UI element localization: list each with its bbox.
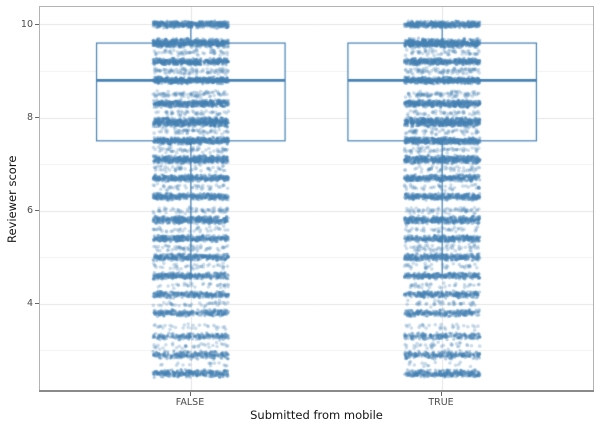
x-tick-label-true: TRUE — [428, 397, 454, 408]
y-tick-label-4: 4 — [26, 298, 33, 309]
y-tick-label-10: 10 — [20, 19, 33, 30]
y-tick-mark-6 — [35, 210, 39, 211]
x-tick-label-false: FALSE — [175, 397, 205, 408]
x-axis-title: Submitted from mobile — [250, 408, 383, 422]
y-tick-mark-10 — [35, 24, 39, 25]
y-tick-mark-8 — [35, 117, 39, 118]
plot-canvas — [40, 7, 593, 391]
y-tick-label-6: 6 — [26, 205, 33, 216]
y-tick-mark-4 — [35, 303, 39, 304]
y-axis-title: Reviewer score — [5, 155, 19, 243]
x-axis-line — [39, 390, 594, 392]
plot-panel — [39, 6, 594, 392]
y-tick-label-8: 8 — [26, 112, 33, 123]
x-tick-mark-true — [441, 392, 442, 396]
x-tick-mark-false — [190, 392, 191, 396]
